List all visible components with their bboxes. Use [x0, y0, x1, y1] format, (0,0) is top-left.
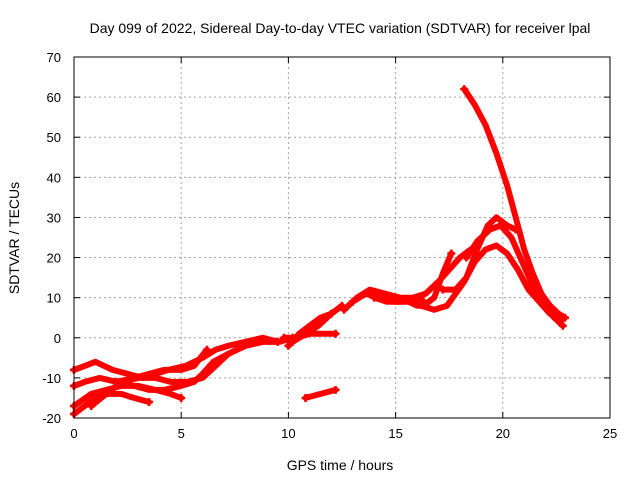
arc-end-marker — [348, 297, 357, 306]
arc-end-marker — [331, 385, 340, 394]
arc-end-marker — [273, 337, 282, 346]
arc-end-marker — [370, 293, 379, 302]
y-tick-label: -20 — [42, 411, 61, 426]
grid-layer — [74, 57, 610, 418]
arc-end-marker — [447, 249, 456, 258]
series-arc-10 — [302, 386, 339, 401]
arc-end-marker — [331, 329, 340, 338]
y-axis-label: SDTVAR / TECUs — [6, 182, 22, 294]
series-arc-13 — [371, 242, 481, 305]
x-tick-label: 5 — [178, 426, 185, 441]
x-tick-label: 25 — [603, 426, 617, 441]
arc-end-marker — [560, 313, 569, 322]
y-tick-label: 10 — [47, 291, 61, 306]
arc-end-marker — [558, 321, 567, 330]
series-arc-17 — [461, 86, 568, 321]
y-tick-label: 40 — [47, 170, 61, 185]
x-tick-label: 15 — [388, 426, 402, 441]
x-axis-label: GPS time / hours — [287, 457, 394, 473]
x-tick-label: 0 — [70, 426, 77, 441]
y-tick-label: -10 — [42, 371, 61, 386]
arc-end-marker — [391, 293, 400, 302]
series-arc-9 — [281, 330, 339, 341]
arc-end-marker — [460, 85, 469, 94]
y-tick-label: 20 — [47, 251, 61, 266]
y-tick-label: 50 — [47, 130, 61, 145]
y-tick-label: 0 — [54, 331, 61, 346]
series-arc-16 — [463, 222, 566, 329]
arc-end-marker — [87, 401, 96, 410]
data-layer — [70, 85, 569, 418]
arc-end-marker — [462, 253, 471, 262]
chart-title: Day 099 of 2022, Sidereal Day-to-day VTE… — [90, 20, 591, 36]
y-tick-label: 30 — [47, 210, 61, 225]
arc-end-marker — [340, 305, 349, 314]
arc-end-marker — [284, 341, 293, 350]
arc-end-marker — [177, 393, 186, 402]
arc-end-marker — [202, 345, 211, 354]
y-tick-label: 60 — [47, 90, 61, 105]
y-tick-label: 70 — [47, 50, 61, 65]
arc-end-marker — [145, 397, 154, 406]
arc-end-marker — [327, 309, 336, 318]
series-arc-14 — [392, 242, 566, 321]
arc-end-marker — [112, 377, 121, 386]
tick-layer: 0 5 10 15 20 25 -20 -10 0 10 20 30 40 50 60 70 — [42, 50, 617, 441]
x-tick-label: 10 — [281, 426, 295, 441]
series-arc-3 — [71, 382, 185, 409]
arc-end-marker — [301, 393, 310, 402]
x-tick-label: 20 — [496, 426, 510, 441]
arc-end-marker — [280, 333, 289, 342]
series-arc-6 — [113, 346, 210, 385]
arc-end-marker — [438, 285, 447, 294]
plot-frame — [73, 56, 611, 419]
